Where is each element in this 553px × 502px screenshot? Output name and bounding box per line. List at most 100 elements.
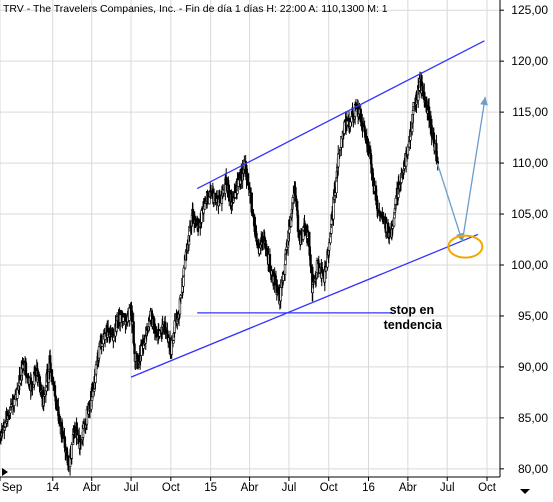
price-candle-body bbox=[128, 307, 131, 321]
x-tick-label: Abr bbox=[83, 482, 101, 494]
y-tick-label: 105,00 bbox=[511, 207, 548, 221]
x-tick-label: Jul bbox=[440, 482, 455, 494]
x-tick-label: Oct bbox=[478, 482, 497, 494]
price-candle-body bbox=[225, 176, 228, 185]
price-candle-body bbox=[306, 230, 310, 233]
x-tick-label: Abr bbox=[399, 482, 417, 494]
x-tick-label: Jul bbox=[124, 482, 139, 494]
collapse-arrow-icon[interactable] bbox=[2, 468, 8, 476]
price-candle-body bbox=[324, 266, 328, 272]
price-candle-body bbox=[85, 409, 89, 425]
projection-arrow-up-head bbox=[480, 96, 488, 106]
price-candle-body bbox=[70, 444, 73, 459]
price-candle-body bbox=[152, 316, 155, 325]
scroll-down-icon[interactable] bbox=[520, 489, 530, 494]
price-candle-body bbox=[16, 389, 19, 399]
price-candle-body bbox=[170, 339, 173, 355]
price-candle-body bbox=[283, 264, 287, 275]
price-candle-body bbox=[215, 195, 219, 199]
price-candle-body bbox=[52, 381, 55, 386]
price-candle-body bbox=[48, 355, 52, 364]
y-tick-label: 115,00 bbox=[512, 105, 548, 119]
price-candle-body bbox=[164, 327, 167, 334]
price-candle-body bbox=[250, 192, 253, 213]
x-tick-label: 16 bbox=[362, 482, 375, 494]
x-tick-label: Oct bbox=[162, 482, 181, 494]
y-tick-label: 100,00 bbox=[511, 258, 548, 272]
x-tick-label: Abr bbox=[241, 482, 259, 494]
price-candle-body bbox=[19, 379, 22, 384]
x-axis: Sep 14 Abr Jul Oct 15 Abr Jul Oct 16 Abr Jul Oct bbox=[0, 477, 497, 494]
price-candle-body bbox=[203, 203, 207, 210]
stop-label-line: tendencia bbox=[384, 318, 443, 332]
price-candle-body bbox=[13, 399, 16, 406]
x-tick-label: Jul bbox=[282, 482, 297, 494]
price-candle-body bbox=[406, 146, 410, 155]
y-tick-label: 110,00 bbox=[512, 156, 548, 170]
price-candle-body bbox=[379, 213, 382, 216]
price-candle-body bbox=[337, 153, 340, 168]
price-candle-body bbox=[294, 195, 298, 202]
price-candle-body bbox=[279, 287, 282, 302]
chart-header: TRV - The Travelers Companies, Inc. - Fi… bbox=[3, 3, 388, 15]
price-candle-body bbox=[97, 346, 101, 359]
price-candle-body bbox=[394, 197, 397, 205]
price-candle-body bbox=[140, 345, 143, 356]
price-candle-body bbox=[49, 362, 52, 370]
x-tick-label: Oct bbox=[320, 482, 339, 494]
price-candle-body bbox=[100, 343, 104, 347]
price-candle-body bbox=[411, 110, 415, 115]
price-candle-body bbox=[334, 192, 337, 196]
stop-label-line: stop en bbox=[390, 303, 434, 317]
price-candle-body bbox=[297, 229, 301, 239]
price-candle-body bbox=[349, 121, 352, 127]
x-tick-label: 15 bbox=[204, 482, 217, 494]
grid-layer bbox=[0, 0, 500, 477]
price-candle-body bbox=[94, 364, 98, 375]
x-tick-label: Sep bbox=[2, 482, 22, 494]
target-highlight-circle bbox=[447, 234, 484, 259]
price-candle-body bbox=[37, 371, 40, 377]
price-candle-body bbox=[249, 187, 252, 194]
projection-arrow-down bbox=[436, 162, 463, 242]
price-candle-body bbox=[252, 213, 255, 218]
price-candle-body bbox=[391, 225, 394, 229]
y-tick-label: 85,00 bbox=[518, 411, 548, 425]
y-tick-label: 120,00 bbox=[511, 54, 548, 68]
price-candle-body bbox=[191, 208, 195, 216]
price-candle-body bbox=[294, 187, 297, 197]
price-candle-body bbox=[106, 327, 110, 333]
projection-arrow-up bbox=[461, 96, 486, 242]
price-candle-body bbox=[91, 390, 95, 398]
price-candle-body bbox=[179, 295, 182, 299]
price-candle-body bbox=[370, 163, 373, 174]
price-candle-body bbox=[340, 136, 343, 148]
price-candle-body bbox=[53, 385, 57, 397]
y-tick-label: 95,00 bbox=[518, 309, 548, 323]
price-candle-body bbox=[258, 247, 261, 254]
upper-channel-line bbox=[196, 40, 485, 190]
price-series bbox=[0, 71, 439, 476]
price-candle-body bbox=[122, 316, 125, 322]
price-candle-body bbox=[285, 246, 288, 250]
price-candle-body bbox=[264, 239, 267, 249]
lower-channel-line bbox=[130, 233, 479, 378]
price-candle-body bbox=[3, 422, 7, 427]
x-tick-label: 14 bbox=[46, 482, 59, 494]
price-candle-body bbox=[392, 217, 396, 227]
price-candle-body bbox=[427, 106, 431, 121]
y-axis: 80,00 85,00 90,00 95,00 100,00 105,00 110,00 11… bbox=[500, 3, 548, 476]
price-candle-body bbox=[364, 132, 367, 137]
price-candle-body bbox=[291, 197, 295, 204]
price-candle-body bbox=[424, 96, 428, 106]
price-candle-body bbox=[58, 415, 61, 423]
y-tick-label: 125,00 bbox=[511, 3, 548, 17]
price-candle-body bbox=[343, 121, 346, 134]
price-candle-body bbox=[182, 267, 186, 277]
y-tick-label: 90,00 bbox=[518, 360, 548, 374]
price-candle-body bbox=[376, 208, 379, 212]
price-candle-body bbox=[327, 242, 331, 251]
